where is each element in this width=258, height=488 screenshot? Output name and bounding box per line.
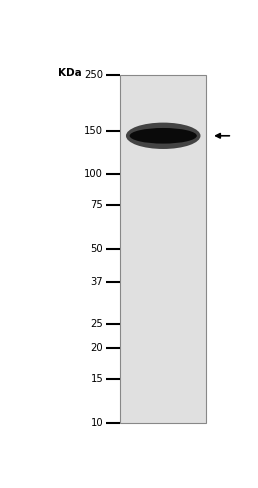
- Text: 50: 50: [91, 244, 103, 254]
- Text: 10: 10: [91, 418, 103, 428]
- Text: 20: 20: [91, 343, 103, 353]
- Text: 75: 75: [91, 201, 103, 210]
- Text: 25: 25: [91, 319, 103, 329]
- FancyBboxPatch shape: [120, 76, 206, 423]
- Text: 37: 37: [91, 277, 103, 287]
- Text: 250: 250: [84, 70, 103, 81]
- Text: 150: 150: [84, 125, 103, 136]
- Ellipse shape: [126, 122, 200, 149]
- Ellipse shape: [130, 128, 197, 143]
- Text: KDa: KDa: [58, 68, 82, 78]
- Text: 15: 15: [91, 374, 103, 384]
- Text: 100: 100: [84, 169, 103, 180]
